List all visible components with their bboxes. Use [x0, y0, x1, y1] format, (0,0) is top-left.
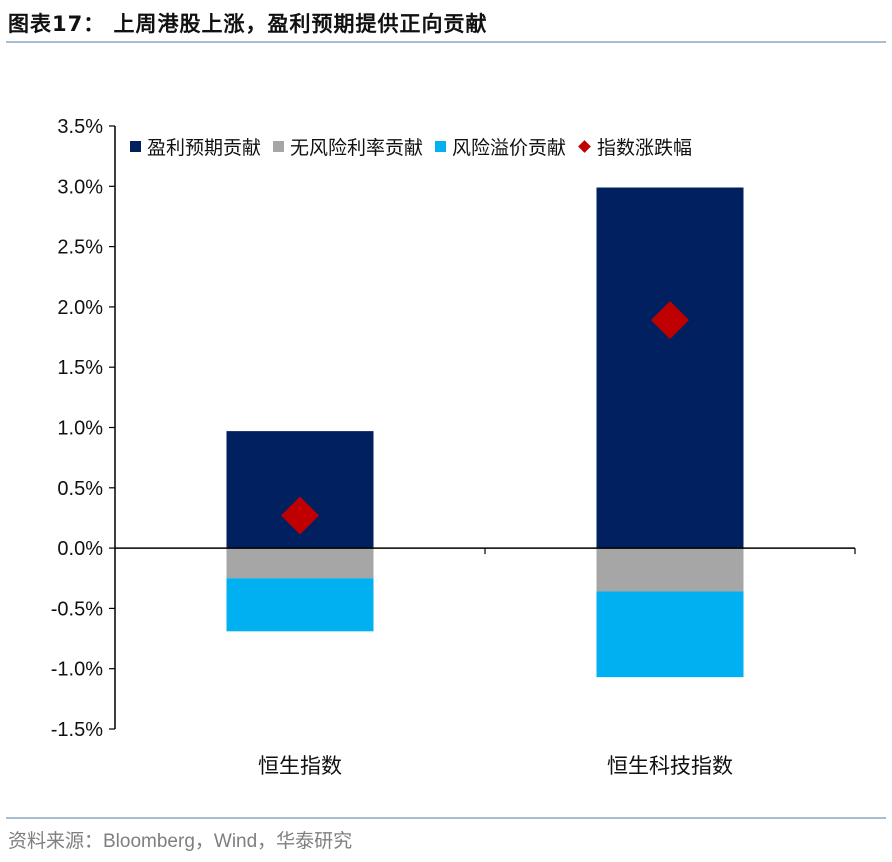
diamond-icon: [578, 140, 591, 153]
legend-swatch-earnings: [130, 141, 141, 152]
y-tick-label: 1.5%: [57, 357, 103, 379]
x-axis: [115, 547, 856, 555]
y-tick-label: -1.0%: [51, 659, 103, 681]
y-tick-label: 0.5%: [57, 478, 103, 500]
footer-divider: [6, 817, 886, 819]
x-category-label: 恒生指数: [258, 754, 342, 778]
index-change-markers: [281, 301, 689, 535]
legend-item-premium: 风险溢价贡献: [435, 133, 566, 160]
x-category-label: 恒生科技指数: [607, 754, 733, 778]
source-note: 资料来源：Bloomberg，Wind，华泰研究: [8, 831, 353, 852]
legend-label: 指数涨跌幅: [597, 137, 693, 159]
chart-title: 图表17： 上周港股上涨，盈利预期提供正向贡献: [8, 12, 488, 36]
y-tick-label: 2.0%: [57, 297, 103, 319]
diamond-marker: [281, 496, 319, 535]
legend-item-index: 指数涨跌幅: [578, 133, 692, 160]
bar-segment: [596, 187, 744, 549]
bar-segment: [596, 548, 744, 592]
y-tick-label: 0.0%: [57, 538, 103, 560]
y-tick-label: -0.5%: [51, 598, 103, 620]
bar-segment: [596, 591, 744, 678]
y-tick-label: -1.5%: [51, 719, 103, 741]
bar-segment: [226, 548, 374, 579]
y-tick-label: 3.5%: [57, 116, 103, 138]
bar-series: [226, 187, 744, 678]
bar-segment: [226, 578, 374, 632]
y-axis: 3.5% 3.0% 2.5% 2.0% 1.5% 1.0% 0.5% 0.0% -0.5% -1.…: [51, 116, 116, 741]
legend-label: 无风险利率贡献: [290, 137, 424, 159]
diamond-marker: [651, 301, 689, 340]
legend-label: 风险溢价贡献: [452, 137, 567, 159]
y-tick-label: 2.5%: [57, 237, 103, 259]
legend-item-riskfree: 无风险利率贡献: [273, 133, 423, 160]
legend-label: 盈利预期贡献: [147, 137, 262, 159]
title-divider: [6, 41, 886, 43]
y-tick-label: 1.0%: [57, 418, 103, 440]
legend-swatch-riskfree: [273, 141, 285, 152]
y-tick-label: 3.0%: [57, 176, 103, 198]
chart-legend: 盈利预期贡献 无风险利率贡献 风险溢价贡献 指数涨跌幅: [130, 133, 704, 160]
legend-swatch-premium: [435, 141, 447, 152]
legend-item-earnings: 盈利预期贡献: [130, 133, 261, 160]
